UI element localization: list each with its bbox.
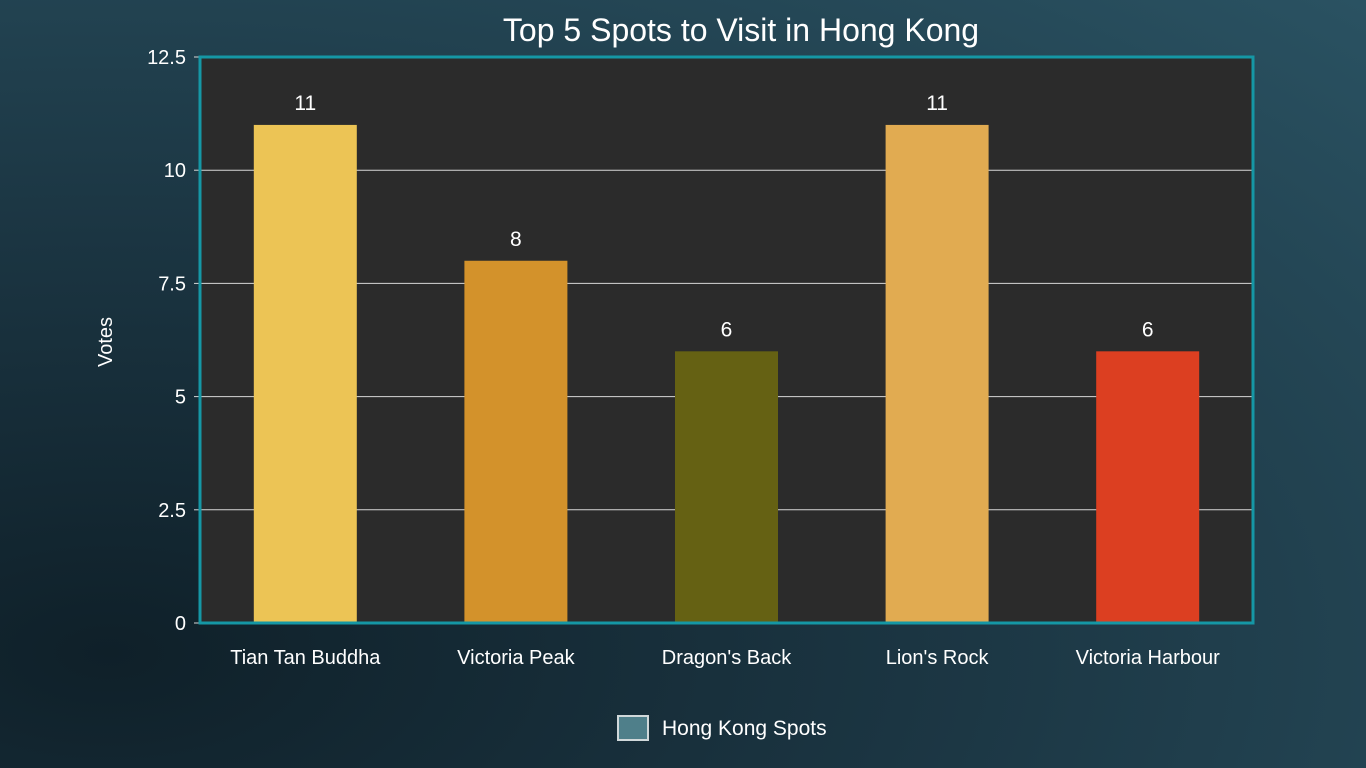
y-axis-ticks: 0 2.5 5 7.5 10 12.5 (147, 47, 200, 635)
bar (253, 124, 357, 624)
x-category-label: Victoria Harbour (1076, 647, 1220, 669)
y-tick-label: 10 (164, 160, 186, 182)
bar-value-label: 6 (1142, 318, 1154, 341)
y-tick-label: 2.5 (158, 500, 186, 522)
y-axis-label: Votes (95, 317, 117, 367)
bar (885, 124, 989, 624)
y-tick-label: 12.5 (147, 47, 186, 69)
bar (1096, 351, 1200, 623)
bar-value-label: 6 (721, 318, 733, 341)
plot-border (198, 55, 1255, 625)
bar-value-label: 11 (294, 92, 316, 115)
x-category-label: Dragon's Back (662, 647, 792, 669)
y-tick-label: 7.5 (158, 273, 186, 295)
y-tick-label: 0 (175, 613, 186, 635)
x-category-label: Lion's Rock (886, 647, 990, 669)
x-axis-categories: Tian Tan Buddha Victoria Peak Dragon's Bac… (230, 647, 1220, 669)
legend: Hong Kong Spots (617, 715, 827, 741)
value-labels: 11 8 6 11 6 (294, 92, 1153, 341)
y-tick-label: 5 (175, 387, 186, 409)
x-category-label: Victoria Peak (457, 647, 575, 669)
chart-title: Top 5 Spots to Visit in Hong Kong (503, 12, 979, 48)
legend-swatch (617, 715, 649, 741)
bars (253, 124, 1200, 624)
bar-value-label: 11 (926, 92, 948, 115)
bar (675, 351, 778, 623)
bar (464, 260, 568, 623)
legend-label: Hong Kong Spots (662, 717, 827, 740)
bar-value-label: 8 (510, 228, 522, 251)
x-category-label: Tian Tan Buddha (230, 647, 381, 669)
